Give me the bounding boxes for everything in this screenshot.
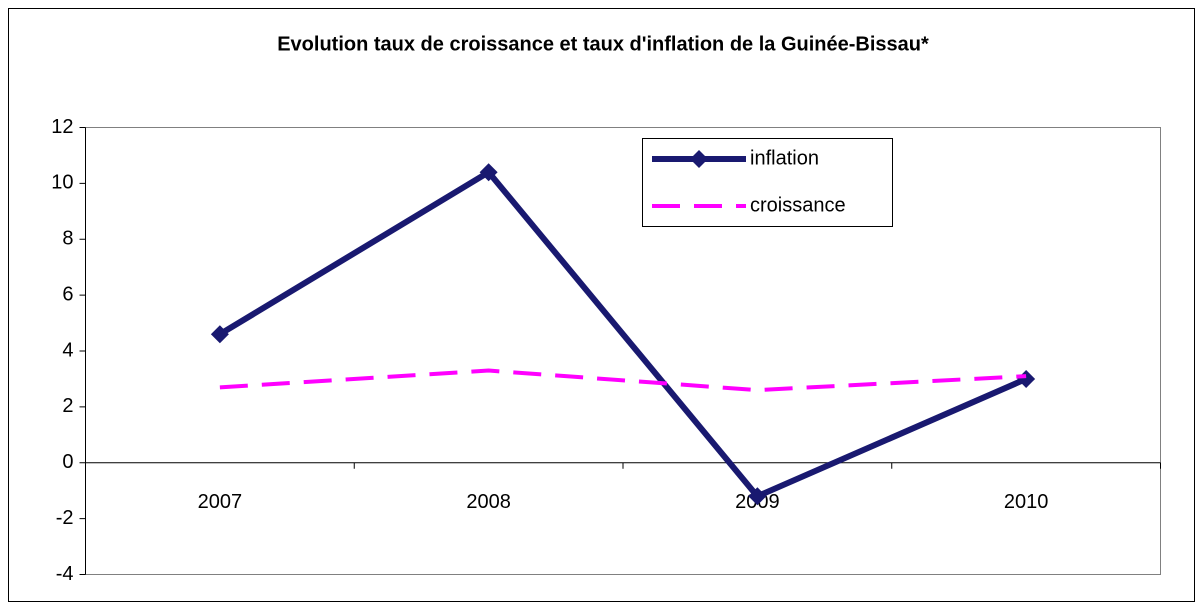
y-tick-label: 4 <box>62 339 73 361</box>
y-tick-label: -2 <box>56 507 74 529</box>
point-marker <box>748 487 767 506</box>
series-line <box>218 169 1028 500</box>
chart-title: Evolution taux de croissance et taux d'i… <box>277 33 929 55</box>
y-tick-label: 8 <box>62 228 73 250</box>
point-marker <box>210 325 229 344</box>
y-tick-label: 10 <box>51 172 73 194</box>
y-tick-label: 2 <box>62 395 73 417</box>
y-tick-label: -4 <box>56 563 74 585</box>
x-tick-label: 2010 <box>1004 491 1049 513</box>
point-marker <box>479 163 498 182</box>
x-tick-label: 2008 <box>466 491 511 513</box>
legend-label: inflation <box>750 147 819 169</box>
y-tick-label: 6 <box>62 283 73 305</box>
legend-label: croissance <box>750 194 846 216</box>
y-tick-label: 12 <box>51 116 73 138</box>
x-tick-label: 2007 <box>198 491 243 513</box>
series-line <box>219 368 1027 393</box>
legend <box>642 138 893 227</box>
plot-area <box>85 127 1161 575</box>
y-tick-label: 0 <box>62 451 73 473</box>
legend-marker <box>690 150 708 168</box>
